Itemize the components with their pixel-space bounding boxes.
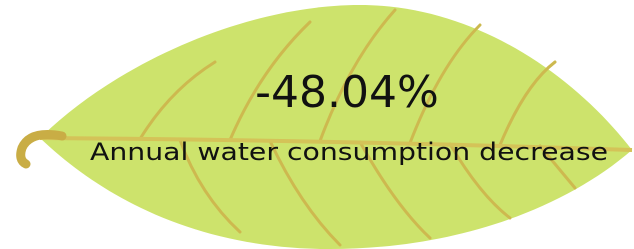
leaf-body: [40, 5, 632, 249]
headline-value: -48.04%: [255, 67, 439, 118]
leaf-infographic: -48.04% Annual water consumption decreas…: [0, 0, 634, 249]
headline-caption: Annual water consumption decrease: [90, 138, 608, 166]
page: -48.04% Annual water consumption decreas…: [0, 0, 634, 249]
